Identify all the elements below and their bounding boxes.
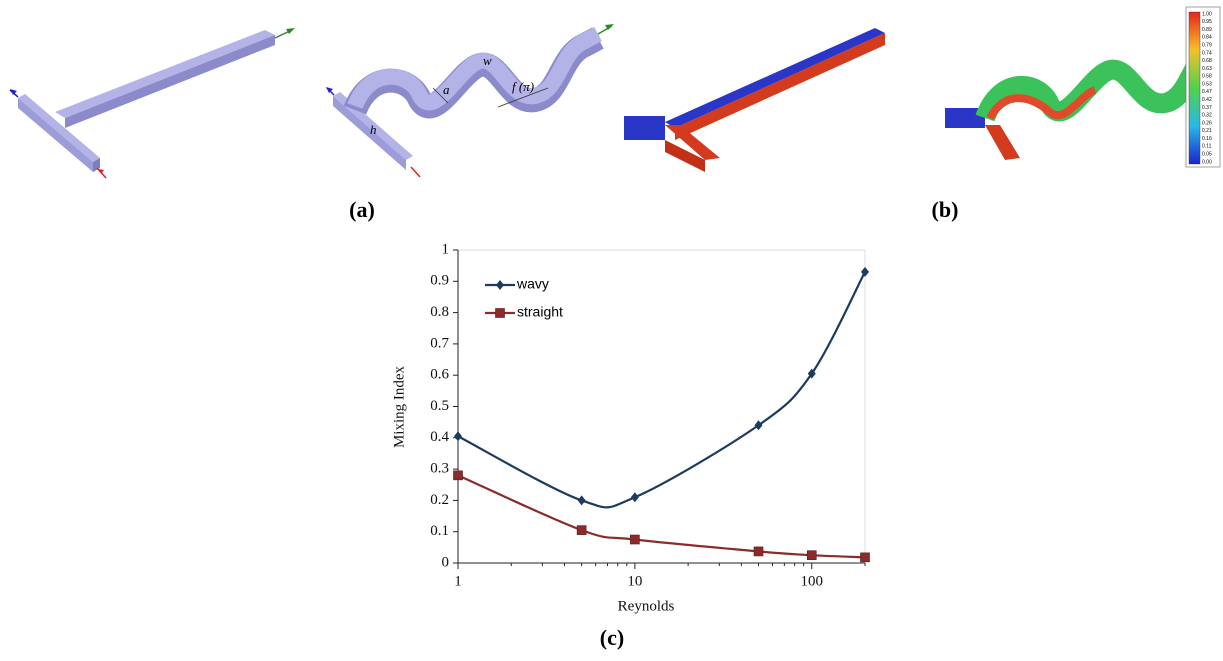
y-tick-label: 0.9 bbox=[430, 273, 449, 289]
colorbar-label: 0.00 bbox=[1202, 159, 1212, 165]
data-point bbox=[631, 492, 639, 502]
colorbar-label: 0.42 bbox=[1202, 97, 1212, 103]
figure: a w h f (π) 1.00 0.95 0.89 0.840.79 0.74 0.68… bbox=[0, 0, 1223, 656]
colorbar: 1.00 0.95 0.89 0.840.79 0.74 0.68 0.63 0.580.53… bbox=[1186, 7, 1220, 167]
colorbar-label: 0.84 bbox=[1202, 35, 1212, 41]
data-point bbox=[755, 420, 763, 430]
y-tick-label: 1 bbox=[442, 241, 450, 257]
wavy-channel-geometry: a w h f (π) bbox=[326, 24, 614, 177]
data-point bbox=[754, 547, 763, 556]
y-tick-label: 0.2 bbox=[430, 492, 449, 508]
data-point bbox=[578, 495, 586, 505]
panel-label: (a) bbox=[349, 197, 375, 222]
label-h: h bbox=[370, 122, 377, 137]
colorbar-label: 0.37 bbox=[1202, 105, 1212, 111]
data-point bbox=[630, 535, 639, 544]
colorbar-label: 0.16 bbox=[1202, 136, 1212, 142]
y-tick-label: 0.3 bbox=[430, 461, 449, 477]
colorbar-label: 0.47 bbox=[1202, 89, 1212, 95]
data-point bbox=[807, 551, 816, 560]
colorbar-label: 0.89 bbox=[1202, 27, 1212, 33]
colorbar-label: 0.74 bbox=[1202, 50, 1212, 56]
y-tick-label: 0.6 bbox=[430, 367, 449, 383]
y-tick-label: 0 bbox=[442, 554, 450, 570]
colorbar-label: 0.63 bbox=[1202, 66, 1212, 72]
y-tick-label: 0.7 bbox=[430, 335, 449, 351]
data-point bbox=[454, 471, 463, 480]
label-w: w bbox=[483, 53, 492, 68]
legend-label: wavy bbox=[516, 276, 549, 292]
colorbar-label: 1.00 bbox=[1202, 11, 1212, 17]
straight-channel-geometry bbox=[10, 28, 295, 178]
y-tick-label: 0.1 bbox=[430, 523, 449, 539]
x-tick-label: 1 bbox=[454, 573, 462, 589]
y-axis-label: Mixing Index bbox=[391, 365, 407, 448]
data-point bbox=[861, 553, 870, 562]
colorbar-label: 0.53 bbox=[1202, 81, 1212, 87]
colorbar-label: 0.32 bbox=[1202, 113, 1212, 119]
colorbar-label: 0.11 bbox=[1202, 144, 1212, 150]
colorbar-label: 0.68 bbox=[1202, 58, 1212, 64]
x-tick-label: 10 bbox=[627, 573, 642, 589]
plot-frame bbox=[458, 250, 865, 563]
y-tick-label: 0.5 bbox=[430, 398, 449, 414]
x-axis-label: Reynolds bbox=[618, 598, 675, 614]
colorbar-label: 0.26 bbox=[1202, 120, 1212, 126]
panel-label: (c) bbox=[600, 625, 624, 650]
y-tick-label: 0.8 bbox=[430, 304, 449, 320]
y-tick-label: 0.4 bbox=[430, 429, 449, 445]
wavy-channel-result bbox=[945, 48, 1215, 160]
colorbar-label: 0.05 bbox=[1202, 152, 1212, 158]
colorbar-label: 0.95 bbox=[1202, 19, 1212, 25]
x-tick-label: 100 bbox=[801, 573, 824, 589]
colorbar-label: 0.21 bbox=[1202, 128, 1212, 134]
legend-marker bbox=[496, 309, 505, 318]
panel-label: (b) bbox=[932, 197, 959, 222]
colorbar-label: 0.79 bbox=[1202, 42, 1212, 48]
legend-marker bbox=[496, 280, 504, 290]
series-line bbox=[458, 475, 865, 557]
label-a: a bbox=[443, 82, 450, 97]
colorbar-label: 0.58 bbox=[1202, 74, 1212, 80]
label-f: f (π) bbox=[512, 79, 534, 94]
legend-label: straight bbox=[517, 304, 563, 320]
data-point bbox=[454, 431, 462, 441]
data-point bbox=[577, 526, 586, 535]
straight-channel-result bbox=[624, 28, 885, 172]
